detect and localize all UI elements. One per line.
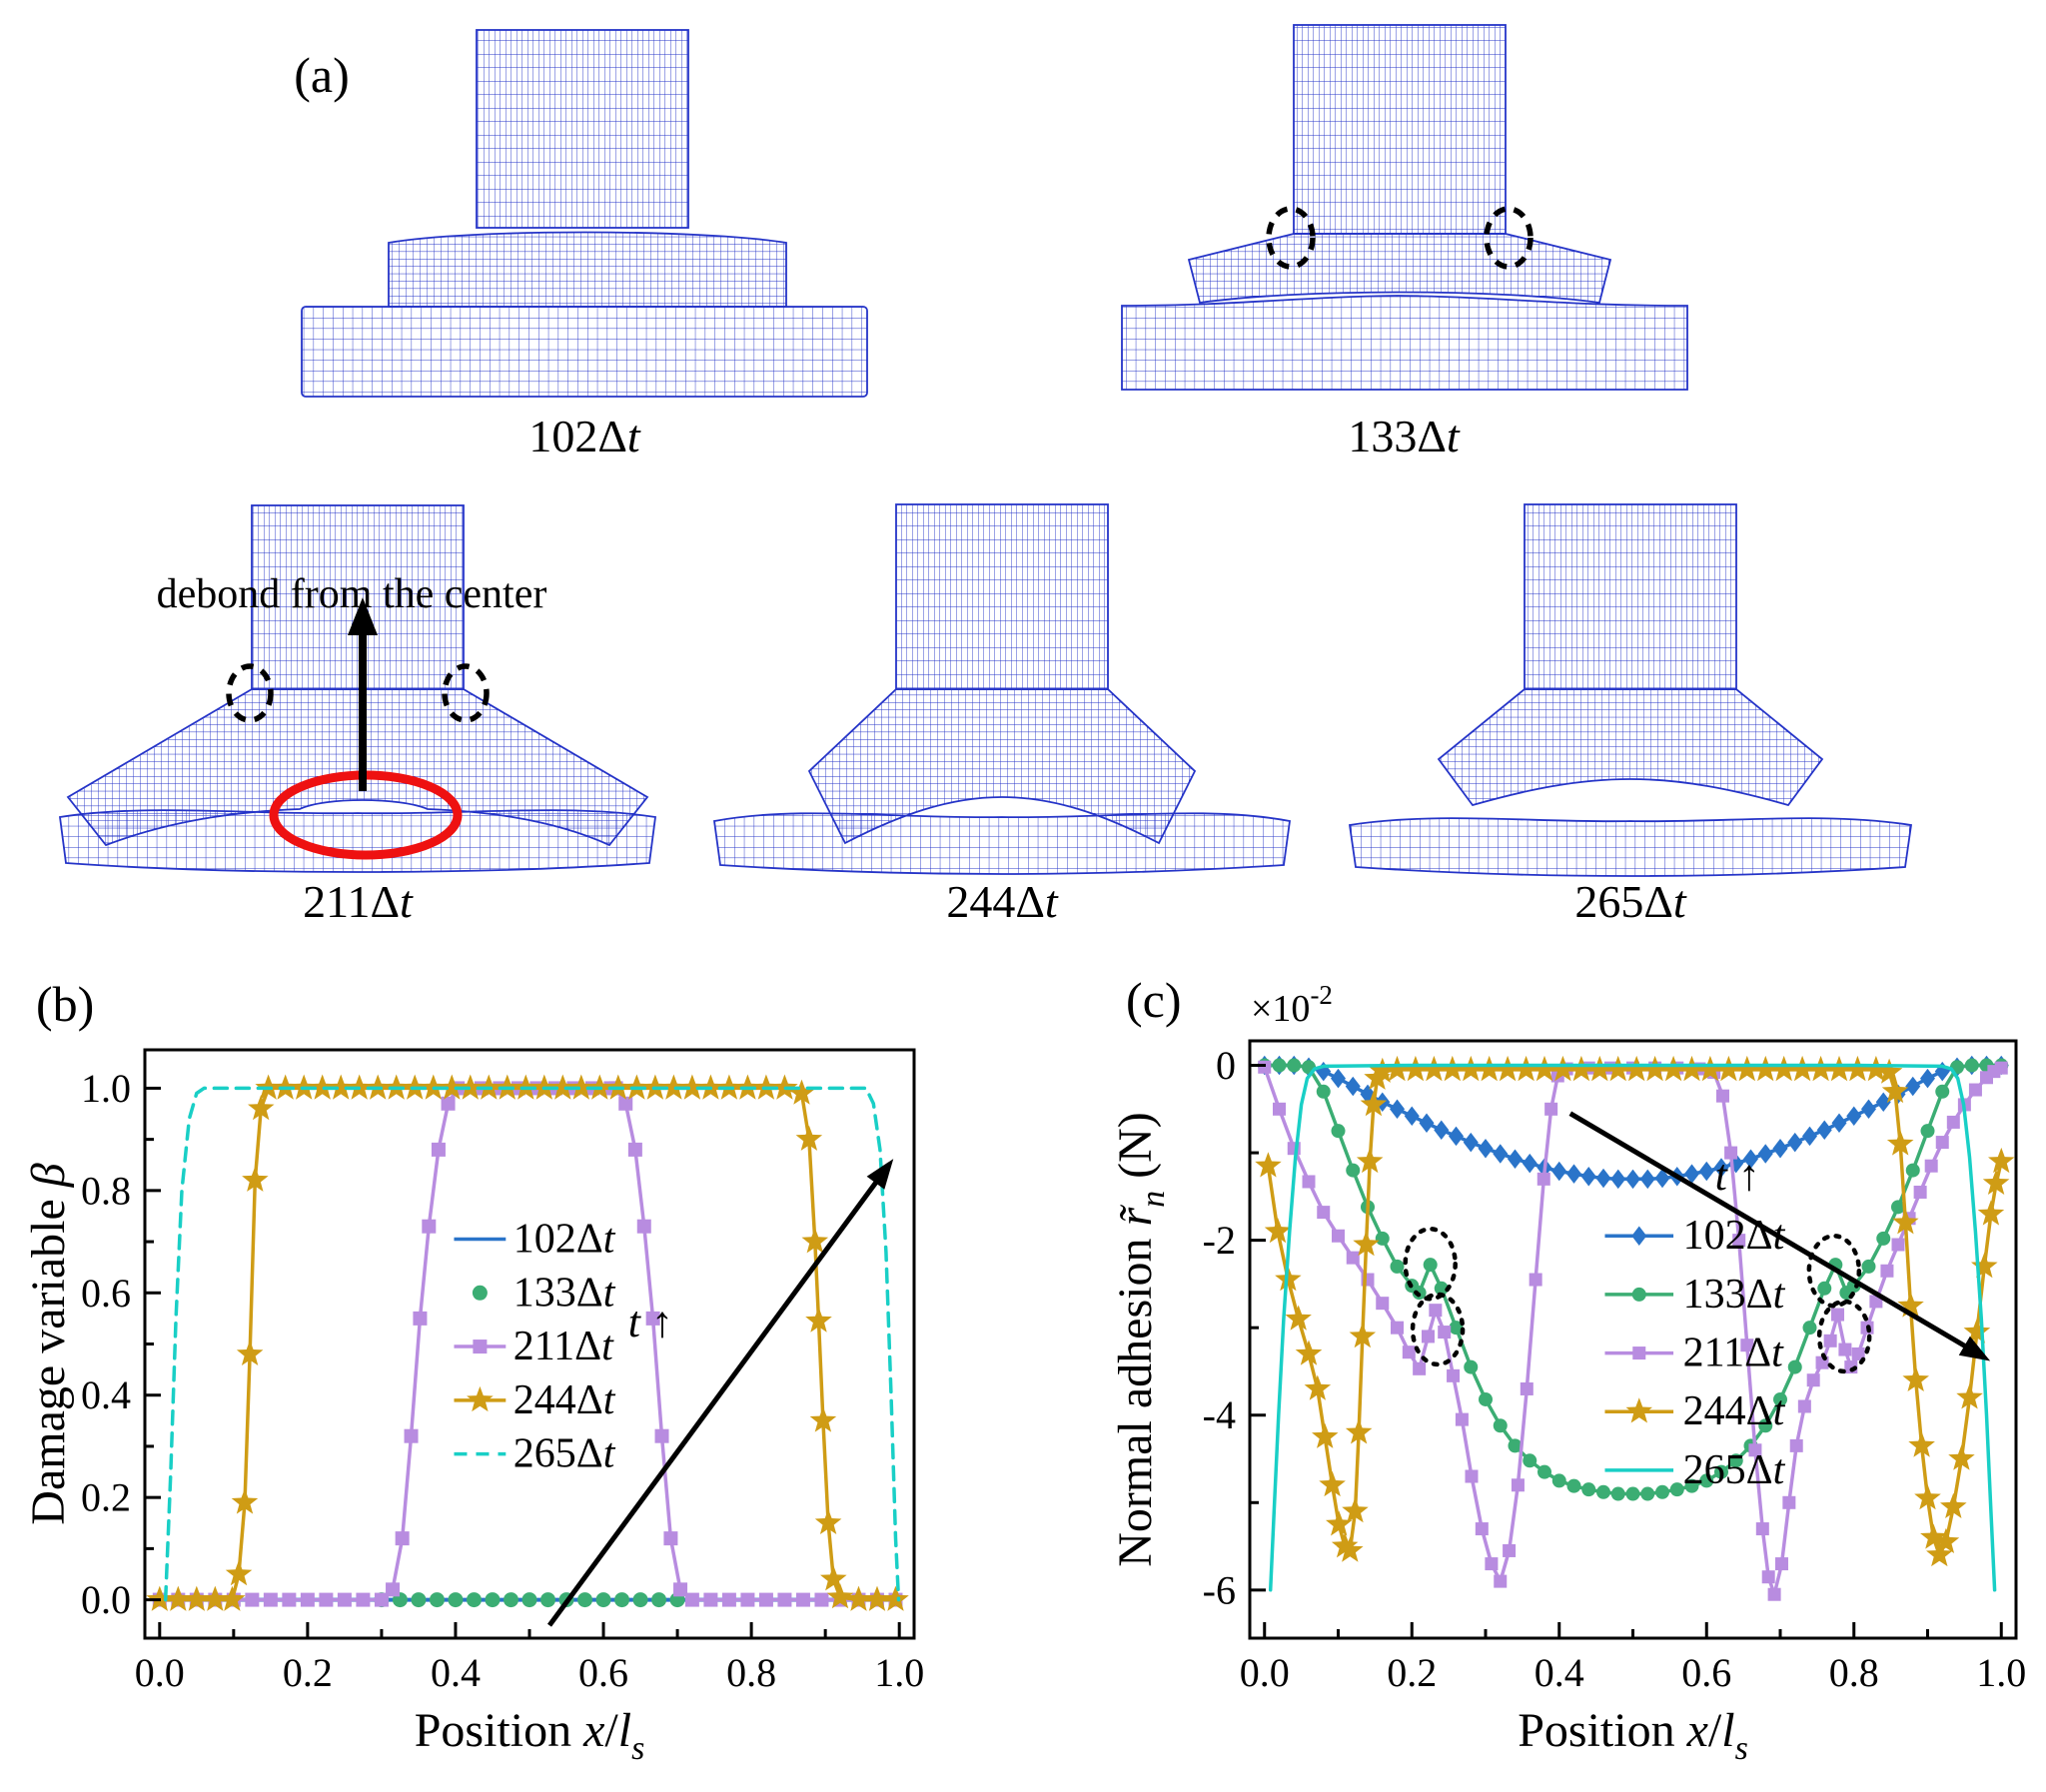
svg-text:-2: -2 bbox=[1203, 1218, 1236, 1263]
mesh-102dt: 102Δt bbox=[301, 29, 868, 461]
svg-text:0.2: 0.2 bbox=[81, 1475, 131, 1520]
svg-text:0.4: 0.4 bbox=[1534, 1650, 1584, 1695]
panel-a-letter: (a) bbox=[294, 47, 350, 103]
series-265Δt bbox=[1268, 1063, 1997, 1592]
mesh-label-265: 265Δt bbox=[1574, 876, 1687, 927]
series-133Δt bbox=[374, 1592, 685, 1608]
svg-text:0.6: 0.6 bbox=[578, 1650, 628, 1695]
axes: 0.0 0.2 0.4 0.6 0.8 1.0 0 -2 -4 -6 bbox=[1203, 1039, 2026, 1695]
svg-text:265Δt: 265Δt bbox=[1683, 1447, 1786, 1493]
svg-text:211Δt: 211Δt bbox=[513, 1324, 614, 1369]
svg-text:102Δt: 102Δt bbox=[1683, 1213, 1786, 1259]
debond-circle-right bbox=[442, 663, 490, 723]
mesh-label-133: 133Δt bbox=[1348, 411, 1461, 461]
normal-adhesion-chart: (c) ×10-2 0.0 0.2 0.4 0.6 0.8 1.0 0 -2 -4 -6 Positio… bbox=[1111, 972, 2026, 1767]
svg-text:0.4: 0.4 bbox=[81, 1372, 131, 1417]
mesh-265dt: 265Δt bbox=[1348, 503, 1913, 927]
adhesion-peak-circle bbox=[1816, 1299, 1872, 1374]
legend: 102Δt 133Δt 211Δt 244Δt 265Δt bbox=[454, 1217, 616, 1477]
svg-text:0.4: 0.4 bbox=[431, 1650, 481, 1695]
mesh-label-211: 211Δt bbox=[303, 876, 414, 927]
svg-text:0.6: 0.6 bbox=[1681, 1650, 1731, 1695]
svg-text:211Δt: 211Δt bbox=[1683, 1331, 1784, 1376]
y-axis-label: Damage variable β bbox=[28, 1163, 75, 1524]
series-265Δt bbox=[163, 1086, 901, 1602]
mesh-label-102: 102Δt bbox=[528, 411, 641, 461]
svg-text:1.0: 1.0 bbox=[81, 1066, 131, 1111]
axes: 0.0 0.2 0.4 0.6 0.8 1.0 0.0 0.2 0.4 0.6 0.8 1.0 bbox=[81, 1048, 924, 1695]
mesh-133dt: 133Δt bbox=[1121, 24, 1688, 461]
svg-text:0.0: 0.0 bbox=[1240, 1650, 1290, 1695]
mesh-244dt: 244Δt bbox=[712, 503, 1292, 927]
time-arrowhead bbox=[1958, 1336, 1991, 1361]
debond-onset-circle-right bbox=[1484, 206, 1534, 270]
svg-text:265Δt: 265Δt bbox=[513, 1431, 616, 1477]
svg-text:-4: -4 bbox=[1203, 1392, 1236, 1437]
x-axis-label: Position x/ls bbox=[415, 1704, 645, 1767]
panel-letter: (c) bbox=[1126, 972, 1182, 1028]
series-layer bbox=[1255, 1055, 2015, 1601]
series-layer bbox=[146, 1074, 909, 1611]
time-arrowhead bbox=[866, 1159, 894, 1190]
mesh-211dt: debond from the center 211Δt bbox=[58, 504, 657, 927]
svg-text:0.6: 0.6 bbox=[81, 1271, 131, 1316]
svg-text:244Δt: 244Δt bbox=[1683, 1388, 1786, 1434]
panel-a-mesh-snapshots: (a) 102Δt 133Δt debond from bbox=[58, 24, 1913, 927]
mesh-label-244: 244Δt bbox=[946, 876, 1059, 927]
time-arrow bbox=[546, 1176, 882, 1627]
time-arrow bbox=[1568, 1111, 1971, 1351]
time-increase-label: t ↑ bbox=[1715, 1151, 1760, 1200]
annotations: t ↑ bbox=[1403, 1111, 1991, 1374]
svg-text:133Δt: 133Δt bbox=[513, 1270, 616, 1316]
svg-text:244Δt: 244Δt bbox=[513, 1377, 616, 1423]
adhesion-peak-circle bbox=[1403, 1227, 1458, 1302]
svg-text:0.2: 0.2 bbox=[1387, 1650, 1437, 1695]
y-axis-label: Normal adhesion r̃n (N) bbox=[1111, 1112, 1172, 1567]
axis-offset-label: ×10-2 bbox=[1251, 980, 1333, 1030]
legend: 102Δt 133Δt 211Δt 244Δt 265Δt bbox=[1604, 1213, 1786, 1493]
svg-text:0.8: 0.8 bbox=[1829, 1650, 1879, 1695]
svg-text:133Δt: 133Δt bbox=[1683, 1272, 1786, 1318]
time-increase-label: t ↑ bbox=[628, 1298, 673, 1346]
svg-text:1.0: 1.0 bbox=[874, 1650, 924, 1695]
adhesion-peak-circle bbox=[1410, 1292, 1466, 1367]
svg-text:102Δt: 102Δt bbox=[513, 1217, 616, 1263]
series-244Δt bbox=[1255, 1055, 2015, 1567]
svg-text:0.2: 0.2 bbox=[283, 1650, 333, 1695]
svg-text:0.8: 0.8 bbox=[81, 1168, 131, 1213]
svg-text:0: 0 bbox=[1216, 1043, 1236, 1088]
debond-annotation: debond from the center bbox=[157, 571, 547, 617]
annotations: t ↑ bbox=[546, 1159, 894, 1627]
damage-variable-chart: (b) 0.0 0.2 0.4 0.6 0.8 1.0 0.0 0.2 0.4 0.6 0.8 1.0 P… bbox=[28, 976, 924, 1767]
panel-letter: (b) bbox=[36, 976, 94, 1032]
svg-text:0.0: 0.0 bbox=[135, 1650, 185, 1695]
debond-arrowhead bbox=[348, 597, 378, 635]
debond-circle-left bbox=[226, 663, 274, 723]
svg-text:-6: -6 bbox=[1203, 1567, 1236, 1612]
svg-text:0.0: 0.0 bbox=[81, 1577, 131, 1622]
debond-onset-circle-left bbox=[1266, 206, 1316, 270]
svg-text:0.8: 0.8 bbox=[726, 1650, 776, 1695]
x-axis-label: Position x/ls bbox=[1518, 1704, 1748, 1767]
svg-text:1.0: 1.0 bbox=[1976, 1650, 2026, 1695]
